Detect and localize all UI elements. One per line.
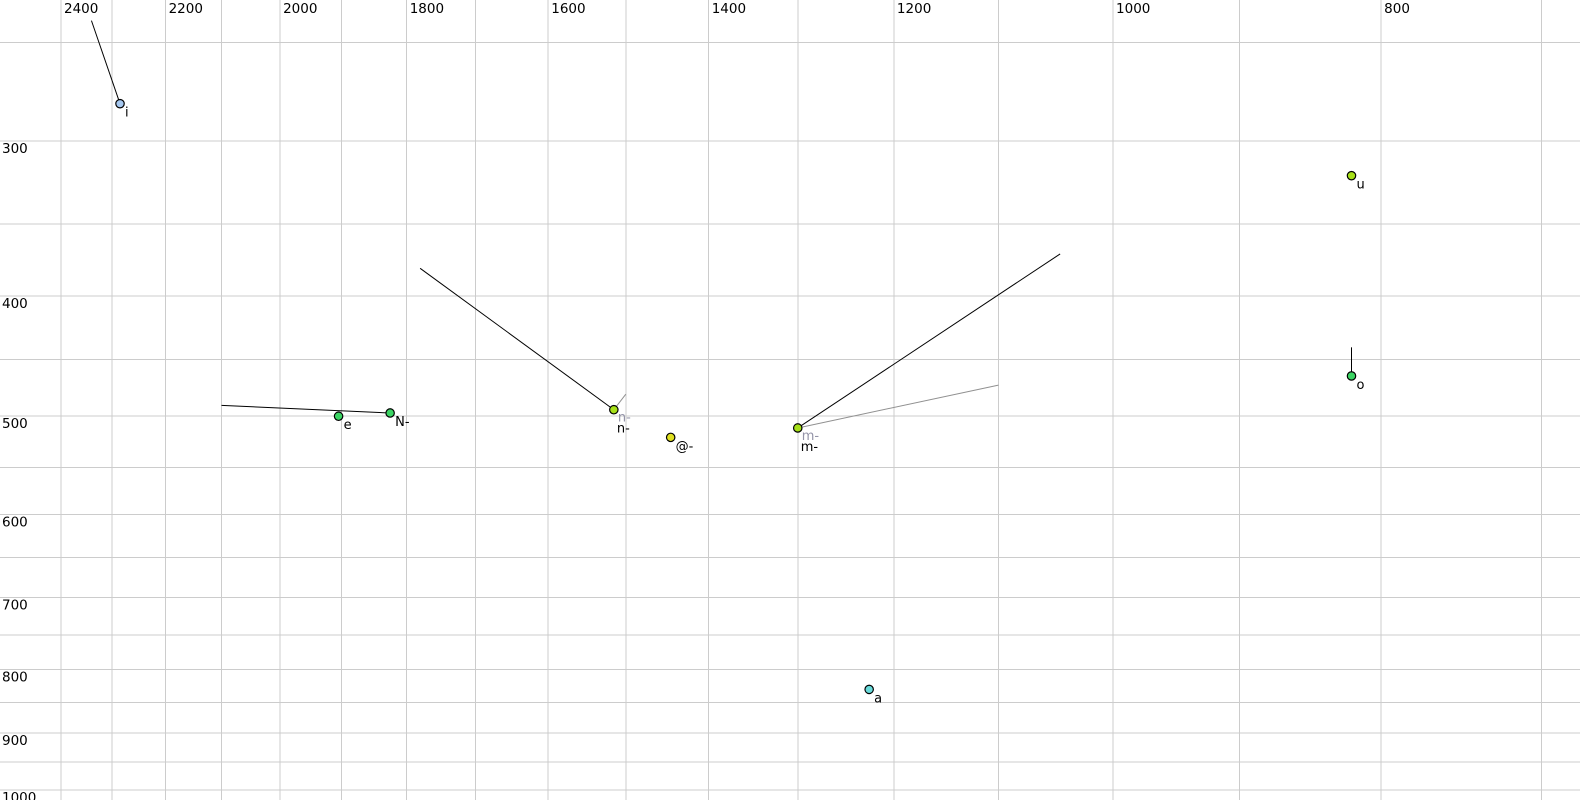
y-tick-label-600: 600: [2, 515, 28, 531]
y-tick-label-900: 900: [2, 733, 28, 749]
trajectory-line-n-3-0: [221, 404, 391, 414]
trajectory-line-i-0-0: [90, 20, 121, 104]
tick-label-layer: 2400 2200 2000 1800 1600 1400 1200 1000 800 300 40…: [2, 1, 1410, 800]
vowel-label-m-6-gray: m-: [802, 429, 820, 444]
y-tick-label-1000: 1000: [2, 790, 36, 800]
vowel-point-u-1[interactable]: [1346, 170, 1357, 181]
trajectory-layer: [90, 20, 1352, 429]
x-tick-label-1000: 1000: [1116, 1, 1150, 17]
vowel-point-o-7[interactable]: [1346, 371, 1357, 381]
x-tick-label-1200: 1200: [897, 1, 931, 17]
point-label-layer: i u e N-n-n- @- m-m-o a: [125, 106, 1365, 707]
trajectory-line-n-4-0: [419, 267, 615, 411]
x-tick-label-1400: 1400: [712, 1, 746, 17]
x-tick-label-1600: 1600: [551, 1, 585, 17]
vowel-label-e-2: e: [344, 418, 352, 433]
vowel-point-n-4[interactable]: [609, 404, 619, 415]
data-point-layer: [115, 98, 1357, 695]
y-tick-label-500: 500: [2, 416, 28, 432]
trajectory-line-m-6-0: [797, 253, 1061, 429]
vowel-point-a-8[interactable]: [864, 684, 874, 695]
trajectory-line-m-6-1: [797, 384, 999, 429]
y-tick-label-800: 800: [2, 670, 28, 686]
vowel-label-u-1: u: [1356, 178, 1364, 193]
vowel-label-m-6: m-: [801, 440, 819, 455]
vowel-label-n-4-gray: n-: [618, 411, 631, 426]
vowel-label-n-3: N-: [395, 415, 410, 430]
vowel-label-i-0: i: [125, 106, 129, 121]
vowel-point-e-2[interactable]: [333, 411, 344, 422]
y-tick-label-400: 400: [2, 296, 28, 312]
x-tick-label-1800: 1800: [410, 1, 444, 17]
y-tick-label-700: 700: [2, 598, 28, 614]
vowel-point-p-5[interactable]: [665, 432, 676, 443]
vowel-label-a-8: a: [874, 691, 882, 706]
y-tick-label-300: 300: [2, 141, 28, 157]
vowel-point-n-3[interactable]: [385, 408, 395, 418]
vowel-label-p-5: @-: [676, 439, 694, 454]
x-tick-label-800: 800: [1384, 1, 1410, 17]
vowel-point-i-0[interactable]: [115, 98, 125, 109]
vowel-label-n-4: n-: [617, 422, 630, 437]
vowel-point-m-6[interactable]: [792, 423, 803, 433]
x-tick-label-2200: 2200: [169, 1, 203, 17]
x-tick-label-2400: 2400: [64, 1, 98, 17]
vowel-label-o-7: o: [1356, 378, 1364, 393]
x-tick-label-2000: 2000: [283, 1, 317, 17]
